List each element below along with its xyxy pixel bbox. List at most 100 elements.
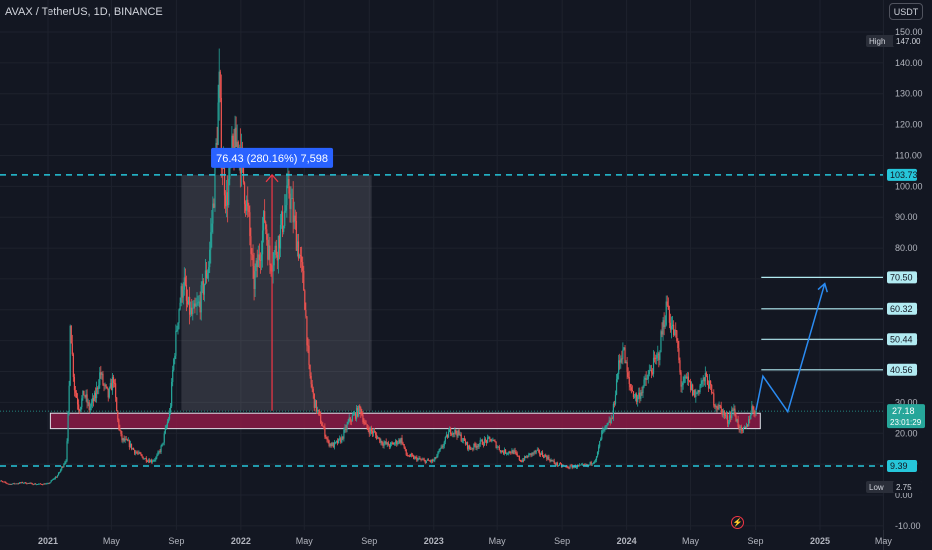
candle-body (158, 451, 160, 453)
candle-body (161, 443, 163, 447)
y-tick-label: 120.00 (895, 120, 923, 130)
candle-body (747, 424, 749, 427)
extreme-tag-name: Low (869, 483, 884, 492)
candle-body (569, 465, 571, 469)
candle-body (249, 212, 251, 237)
candle-body (447, 432, 450, 438)
candle-body (5, 482, 7, 483)
candle-body (302, 262, 304, 271)
candle-body (254, 271, 256, 289)
candle-body (487, 437, 489, 443)
candle-body (102, 373, 104, 385)
candle-body (646, 379, 648, 380)
candle-body (481, 440, 483, 445)
candle-body (602, 430, 604, 432)
candle-body (113, 382, 116, 384)
candle-body (383, 443, 385, 446)
candle-body (700, 383, 702, 386)
candle-body (104, 384, 106, 386)
projection-arrowhead (817, 282, 829, 293)
candle-body (410, 454, 413, 456)
candle-body (534, 451, 536, 453)
candle-body (303, 270, 305, 291)
candle-body (470, 448, 472, 450)
candle-body (667, 305, 669, 310)
target-price-label-box (887, 333, 917, 346)
candle-body (301, 256, 303, 263)
lightning-bolt-icon[interactable]: ⚡ (731, 516, 744, 529)
candle-body (130, 443, 133, 449)
candle-body (684, 376, 686, 378)
candle-body (477, 446, 479, 447)
candle-body (722, 410, 724, 416)
candle-body (340, 438, 342, 443)
candle-body (488, 437, 490, 438)
candle-body (370, 428, 372, 432)
candle-body (712, 392, 714, 394)
candle-body (520, 461, 523, 463)
candle-body (606, 424, 608, 426)
candle-body (213, 203, 215, 208)
candle-body (659, 352, 661, 360)
candle-body (394, 443, 396, 445)
candle-body (179, 302, 181, 310)
candle-body (121, 433, 123, 441)
candle-body (172, 370, 174, 382)
candle-body (343, 430, 345, 439)
candle-body (378, 437, 380, 439)
projection-path (755, 283, 826, 414)
currency-button[interactable]: USDT (889, 3, 923, 20)
candle-body (650, 370, 653, 373)
candle-body (198, 301, 200, 303)
extreme-tag-name: High (869, 37, 885, 46)
candle-body (103, 384, 105, 386)
candle-body (640, 392, 642, 399)
candle-body (510, 452, 512, 454)
candle-body (99, 372, 101, 386)
candle-body (421, 459, 423, 461)
candle-body (201, 281, 203, 286)
candle-body (382, 444, 384, 446)
candle-body (7, 483, 9, 485)
candle-body (118, 419, 120, 429)
candle-body (419, 458, 421, 460)
candle-body (655, 358, 657, 359)
candle-body (736, 419, 738, 422)
candle-body (242, 159, 245, 183)
candle-body (45, 483, 47, 485)
candle-body (427, 459, 430, 461)
candle-body (186, 300, 189, 305)
candle-body (173, 359, 175, 371)
candle-body (578, 464, 581, 466)
candle-body (180, 286, 182, 303)
candle-body (333, 442, 335, 448)
candle-body (619, 360, 621, 363)
candle-body (269, 245, 271, 266)
candle-body (475, 445, 477, 448)
candle-body (411, 455, 414, 456)
candle-body (6, 482, 8, 484)
candle-body (280, 211, 283, 225)
candle-body (363, 422, 365, 423)
candle-body (324, 426, 326, 437)
candle-body (457, 430, 459, 437)
candle-body (323, 426, 325, 428)
candle-body (122, 438, 124, 441)
candle-body (436, 455, 438, 459)
candle-body (205, 270, 208, 279)
candle-body (29, 482, 31, 484)
x-tick-label: 2025 (810, 536, 830, 546)
candle-body (296, 241, 299, 251)
candle-body (84, 395, 86, 398)
candle-body (735, 415, 737, 422)
candle-body (748, 419, 750, 427)
drawing-layer: 76.43 (280.16%) 7,598 (0, 147, 883, 467)
candle-body (515, 451, 517, 454)
candle-body (493, 440, 495, 441)
candle-body (530, 453, 532, 456)
candle-body (257, 254, 259, 268)
candle-body (71, 343, 73, 355)
level-price-label: 103.73 (890, 170, 918, 180)
candle-body (316, 409, 319, 412)
